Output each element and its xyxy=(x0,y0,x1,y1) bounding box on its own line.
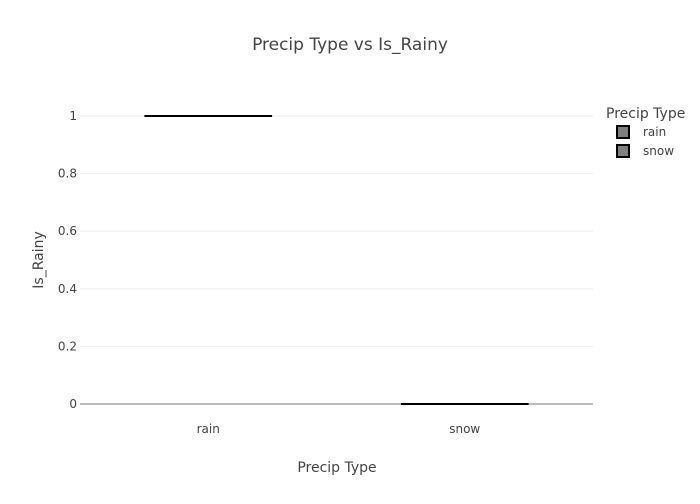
legend-swatch-snow[interactable] xyxy=(617,145,629,157)
y-tick-label: 1 xyxy=(69,109,77,123)
y-axis-title: Is_Rainy xyxy=(31,231,47,288)
x-tick-label: snow xyxy=(449,422,480,436)
x-axis-title: Precip Type xyxy=(297,460,376,476)
y-tick-label: 0.4 xyxy=(58,282,77,296)
legend-items[interactable]: rain snow xyxy=(617,125,674,158)
legend-title: Precip Type xyxy=(606,106,685,122)
chart-title: Precip Type vs Is_Rainy xyxy=(252,35,448,55)
legend-item-rain[interactable]: rain xyxy=(617,125,666,139)
y-tick-labels: 0 0.2 0.4 0.6 0.8 1 xyxy=(58,109,77,411)
x-tick-labels: rain snow xyxy=(197,422,481,436)
box-traces[interactable] xyxy=(145,116,527,404)
y-tick-label: 0.6 xyxy=(58,224,77,238)
legend-label-rain: rain xyxy=(643,125,666,139)
legend[interactable]: Precip Type rain snow xyxy=(606,106,685,158)
y-tick-label: 0.8 xyxy=(58,167,77,181)
legend-swatch-rain[interactable] xyxy=(617,126,629,138)
x-tick-label: rain xyxy=(197,422,220,436)
y-tick-label: 0.2 xyxy=(58,339,77,353)
legend-label-snow: snow xyxy=(643,144,674,158)
grid-lines xyxy=(80,116,593,404)
legend-item-snow[interactable]: snow xyxy=(617,144,674,158)
y-tick-label: 0 xyxy=(69,397,77,411)
